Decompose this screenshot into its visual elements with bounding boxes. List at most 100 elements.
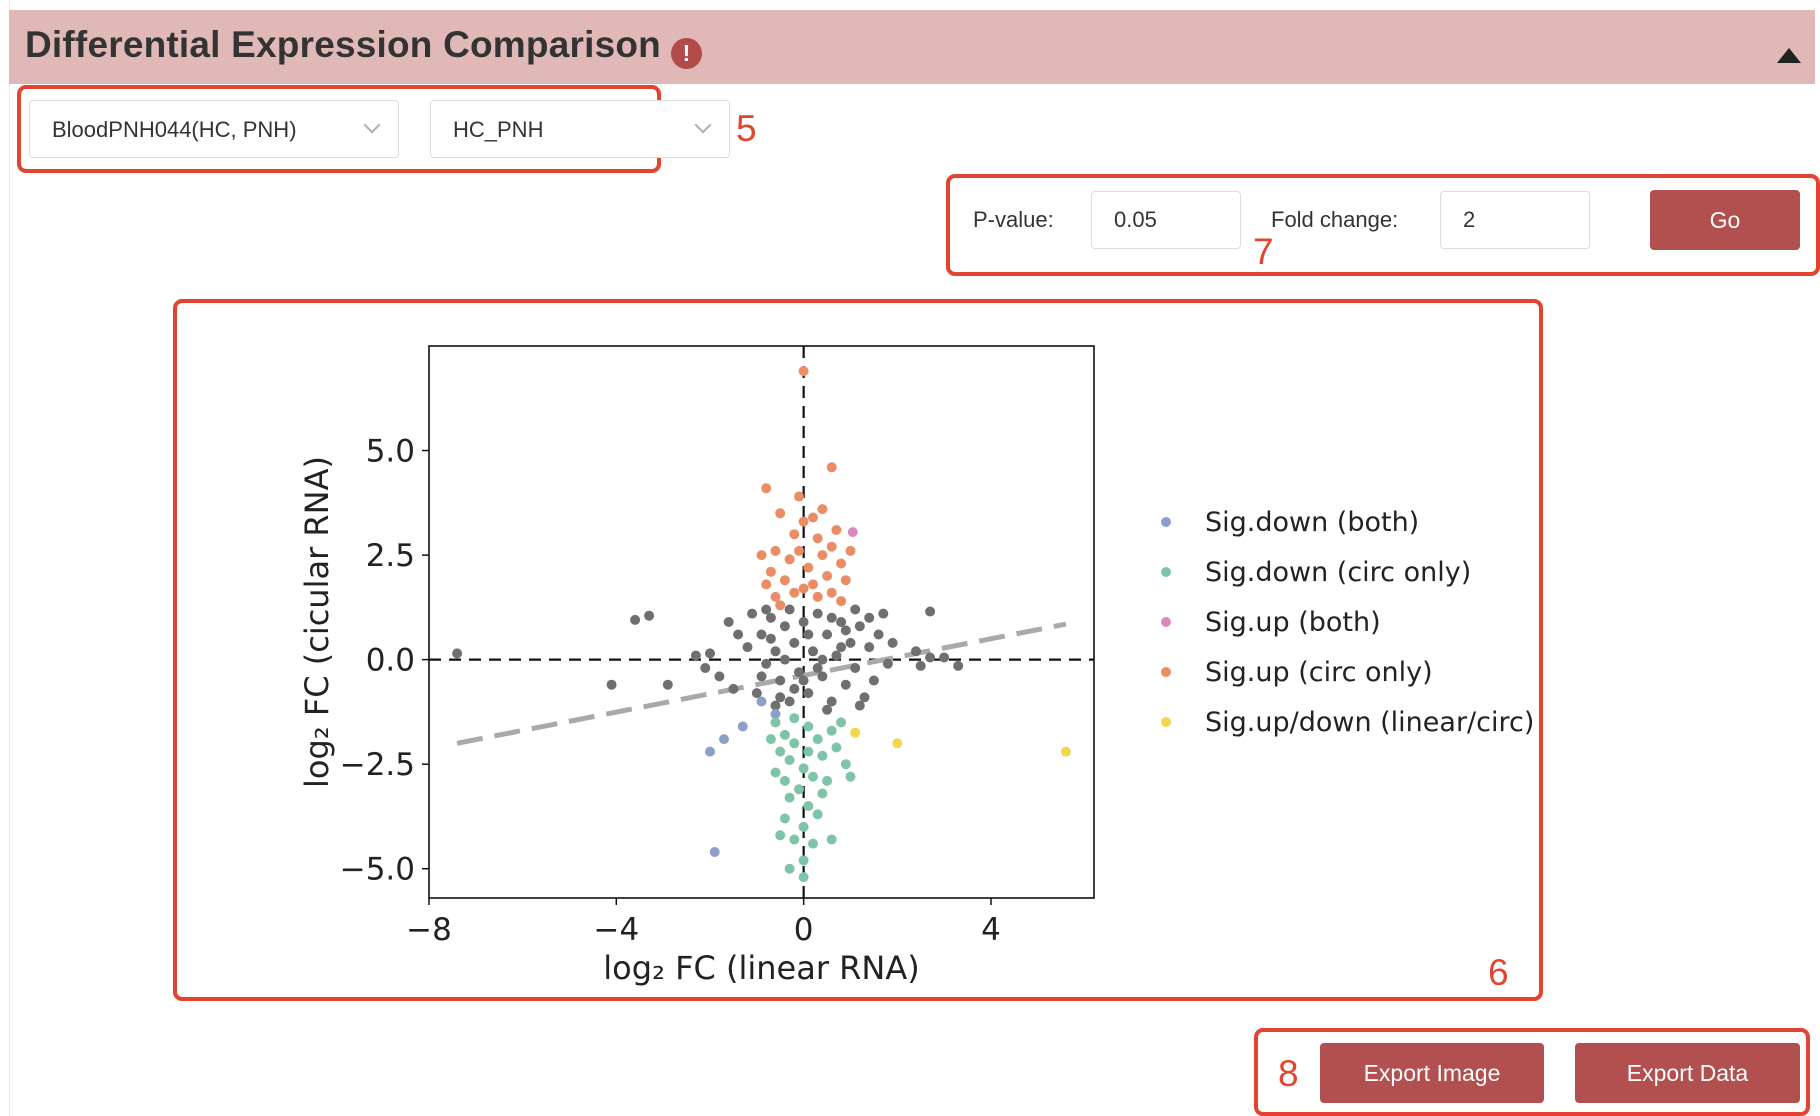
fold-change-label: Fold change: xyxy=(1271,207,1399,232)
data-point xyxy=(770,709,781,719)
data-point xyxy=(925,606,936,617)
data-point xyxy=(705,746,715,757)
data-point xyxy=(826,587,837,598)
data-point xyxy=(808,646,818,657)
alert-icon[interactable]: ! xyxy=(671,38,702,69)
plot-frame xyxy=(428,345,1095,899)
data-point xyxy=(803,801,814,811)
data-point xyxy=(817,504,828,515)
data-point xyxy=(794,784,804,795)
callout-number-5: 5 xyxy=(736,108,757,149)
p-value-input[interactable] xyxy=(1091,191,1241,249)
data-point xyxy=(714,671,725,682)
data-point xyxy=(822,704,833,715)
data-point xyxy=(784,696,795,707)
data-point xyxy=(784,755,795,765)
data-point xyxy=(826,834,837,845)
data-point xyxy=(700,663,711,673)
data-point xyxy=(836,717,847,728)
data-point xyxy=(878,608,889,619)
panel-left-border xyxy=(9,0,10,1116)
data-point xyxy=(812,591,823,602)
callout-box-8 xyxy=(1254,1028,1810,1116)
data-point xyxy=(794,491,804,502)
x-tick-label: −8 xyxy=(406,912,452,948)
data-point xyxy=(765,612,776,623)
data-point xyxy=(770,545,781,556)
data-point xyxy=(719,734,729,745)
data-point xyxy=(882,658,893,669)
legend-marker xyxy=(1161,567,1171,577)
data-point xyxy=(831,525,842,535)
data-point xyxy=(705,648,715,659)
dataset-select[interactable]: BloodPNH044(HC, PNH) xyxy=(29,100,399,158)
data-point xyxy=(690,650,701,661)
data-point xyxy=(939,652,950,663)
panel-header[interactable]: Differential Expression Comparison ! xyxy=(9,10,1815,84)
chevron-down-icon xyxy=(363,116,381,134)
data-point xyxy=(859,692,870,703)
data-point xyxy=(789,637,800,648)
data-point xyxy=(630,614,641,625)
data-point xyxy=(911,646,921,657)
p-value-label: P-value: xyxy=(973,207,1054,232)
data-point xyxy=(817,750,828,761)
data-point xyxy=(822,629,833,640)
data-point xyxy=(779,729,790,740)
data-point xyxy=(728,683,739,694)
data-point xyxy=(817,671,828,682)
data-point xyxy=(817,550,828,561)
legend-marker xyxy=(1161,717,1171,727)
data-point xyxy=(845,637,856,648)
x-tick-label: 4 xyxy=(981,912,1001,948)
data-point xyxy=(775,675,786,686)
y-tick-label: 2.5 xyxy=(366,538,415,574)
data-point xyxy=(798,821,809,832)
x-axis-ticks: −8 −4 0 4 xyxy=(406,898,1001,948)
export-data-button[interactable]: Export Data xyxy=(1575,1043,1800,1103)
dataset-select-value: BloodPNH044(HC, PNH) xyxy=(52,117,297,142)
data-point xyxy=(798,855,809,866)
data-point xyxy=(756,696,767,707)
data-point xyxy=(765,566,776,577)
caret-up-icon[interactable] xyxy=(1777,48,1801,63)
y-axis-label: log₂ FC (cicular RNA) xyxy=(298,456,336,788)
trend-line xyxy=(456,621,1067,746)
data-point xyxy=(756,550,767,561)
legend-marker xyxy=(1161,617,1171,627)
data-point xyxy=(770,591,781,602)
data-point xyxy=(803,562,814,573)
data-point xyxy=(733,629,744,640)
data-point xyxy=(798,516,809,527)
comparison-select[interactable]: HC_PNH xyxy=(430,100,730,158)
data-point xyxy=(854,621,865,632)
x-tick-label: 0 xyxy=(794,912,814,948)
legend-label: Sig.up/down (linear/circ) xyxy=(1205,707,1534,738)
callout-number-8: 8 xyxy=(1278,1053,1299,1094)
data-point xyxy=(826,696,837,707)
fold-change-input[interactable] xyxy=(1440,191,1590,249)
reference-lines xyxy=(429,346,1094,898)
data-point xyxy=(831,650,842,661)
y-tick-label: 5.0 xyxy=(366,434,415,470)
data-point xyxy=(779,813,790,824)
data-point xyxy=(784,792,795,803)
export-image-button[interactable]: Export Image xyxy=(1320,1043,1544,1103)
data-point xyxy=(847,527,858,538)
go-button[interactable]: Go xyxy=(1650,190,1800,250)
chevron-down-icon xyxy=(694,116,712,134)
data-point xyxy=(826,725,837,736)
data-point xyxy=(784,604,795,615)
data-point xyxy=(709,847,720,857)
data-point xyxy=(812,533,823,544)
legend-label: Sig.up (both) xyxy=(1205,607,1381,638)
data-point xyxy=(784,863,795,874)
data-point xyxy=(864,642,875,653)
callout-number-7: 7 xyxy=(1253,231,1274,272)
data-point xyxy=(1060,746,1071,757)
data-point xyxy=(789,587,800,598)
data-point xyxy=(840,679,851,690)
data-point xyxy=(803,721,814,732)
data-point xyxy=(662,679,673,690)
data-point xyxy=(845,545,856,556)
